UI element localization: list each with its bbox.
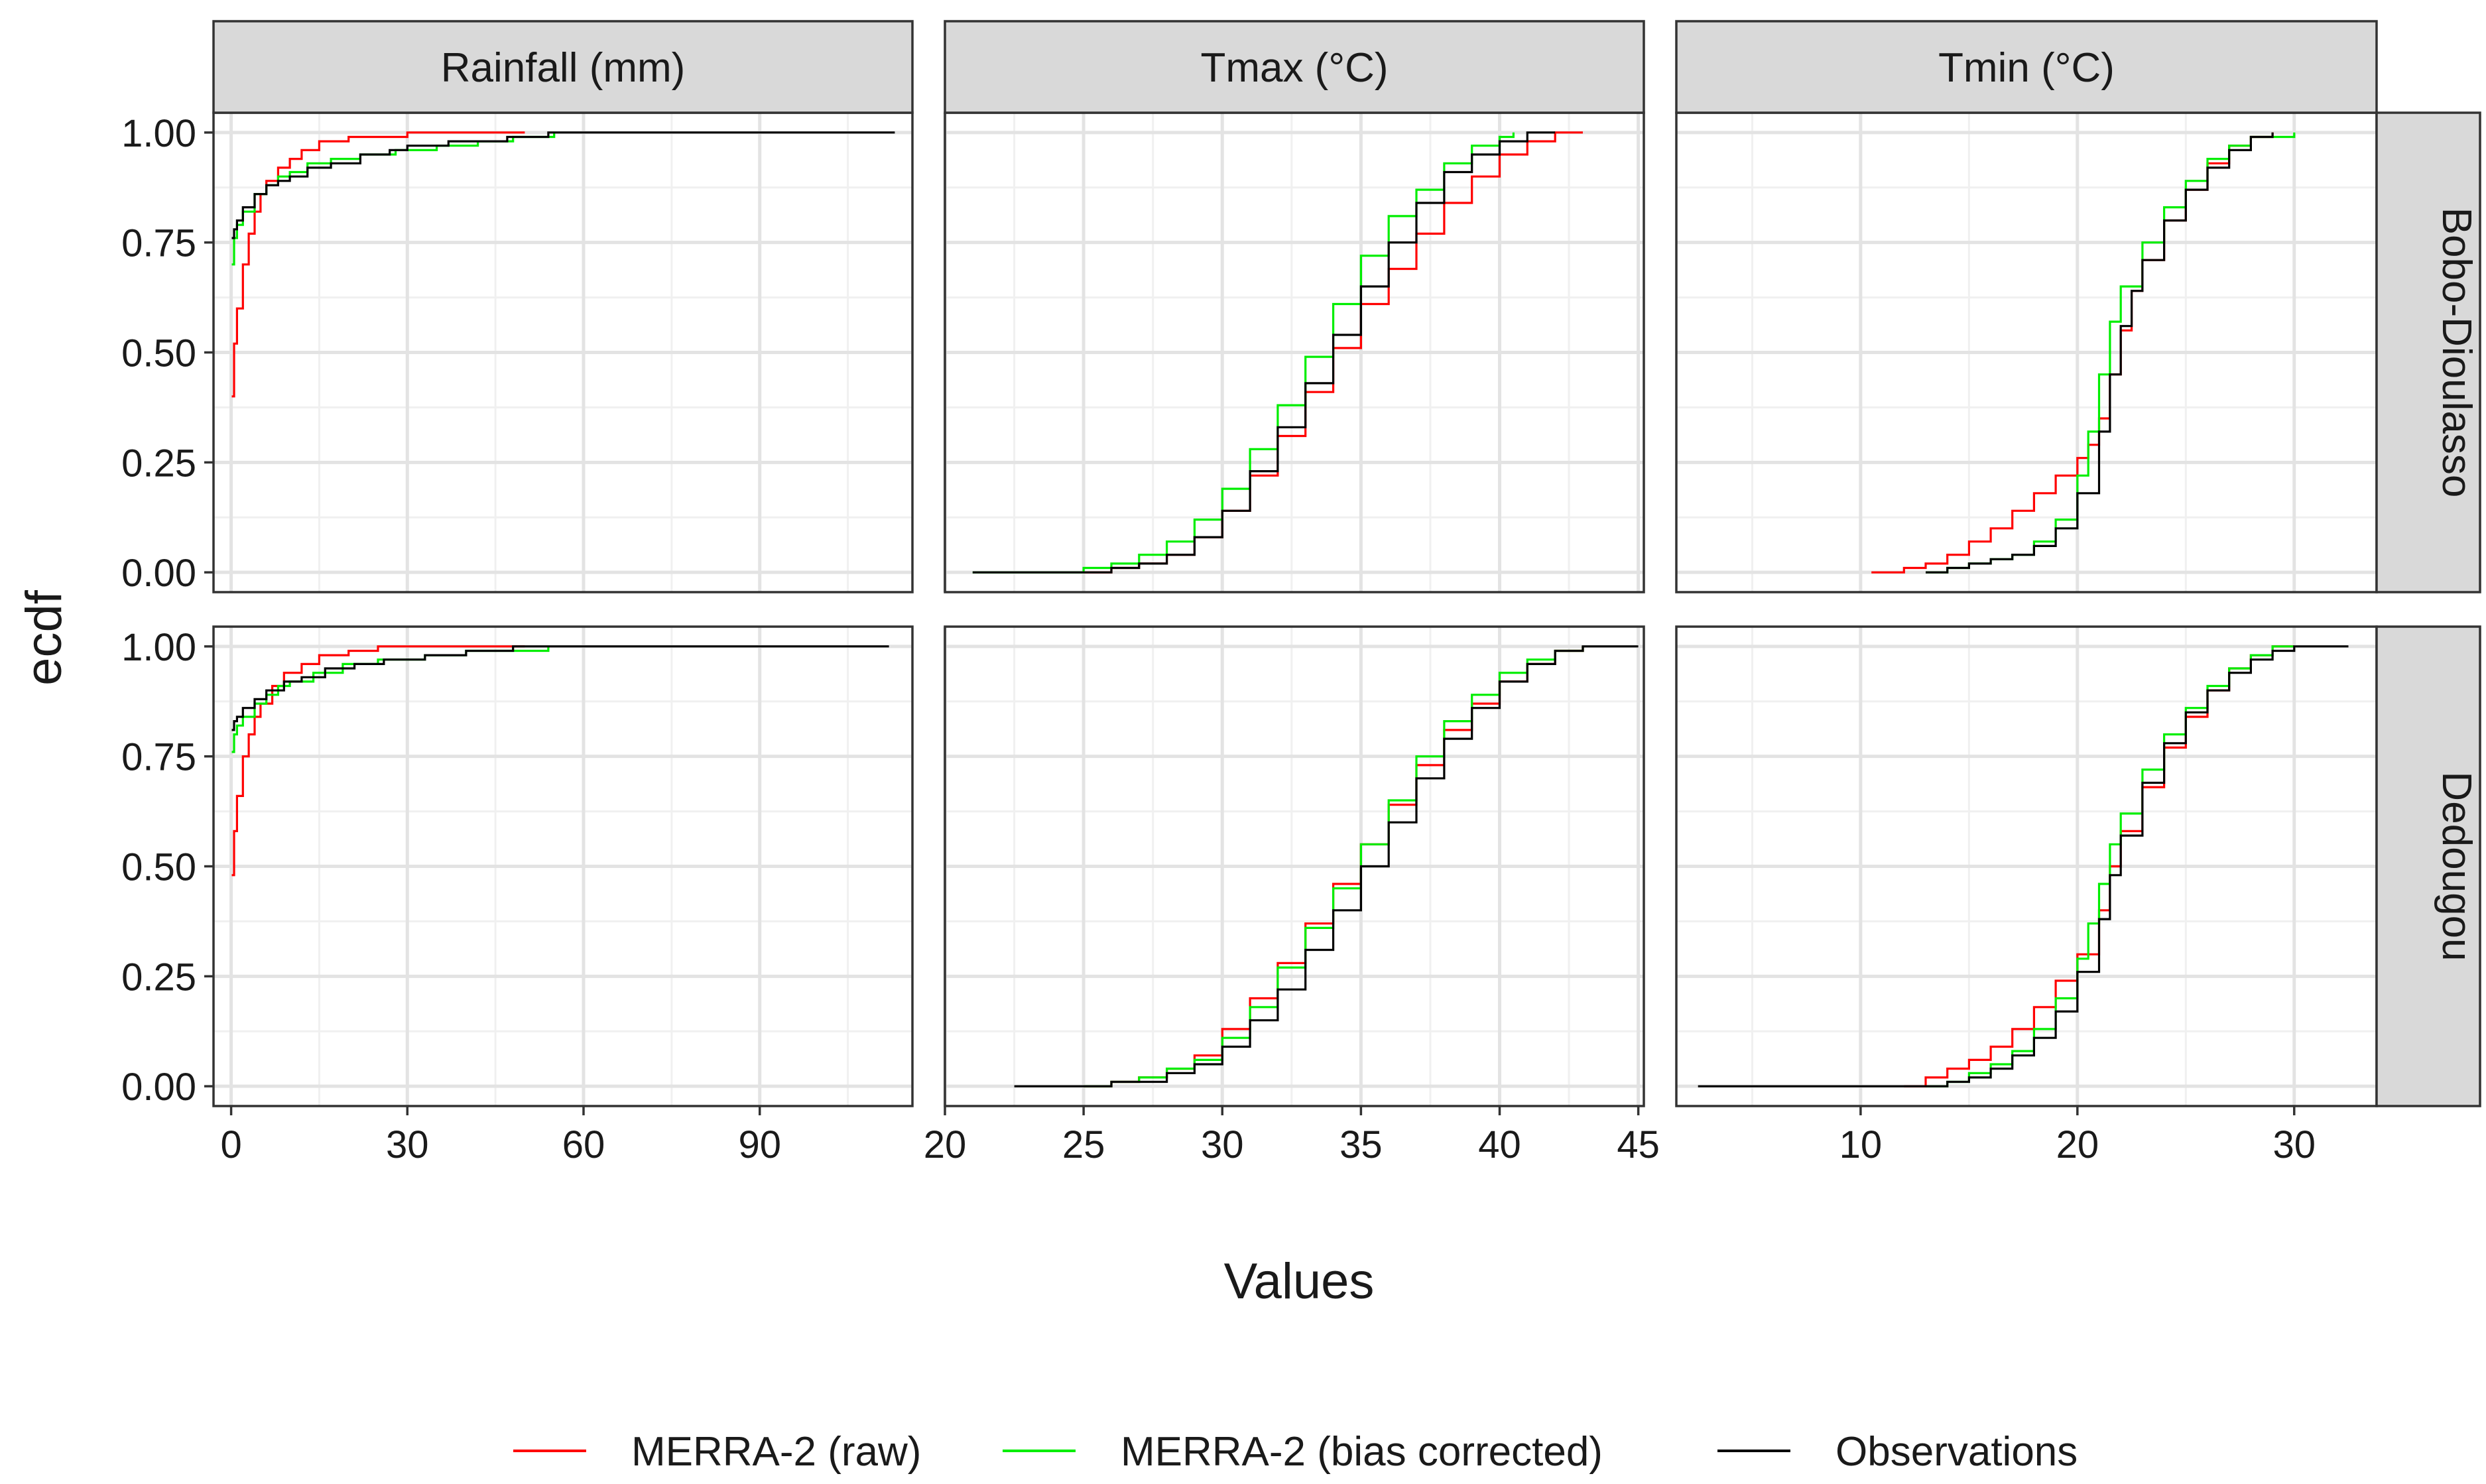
x-tick-label: 40: [1478, 1123, 1521, 1166]
x-tick-label: 10: [1839, 1123, 1883, 1166]
panel-dedougou-tmin-c: [1676, 627, 2377, 1106]
legend-label: MERRA-2 (raw): [631, 1429, 921, 1475]
series-line-merra-2-bias-corrected: [1084, 646, 1584, 1087]
y-tick-label: 1.00: [121, 626, 196, 669]
y-axis-title: ecdf: [16, 589, 72, 686]
series-group-bobo-dioulasso-rainfall-mm: [231, 131, 895, 398]
series-line-merra-2-bias-corrected: [1926, 645, 2294, 1087]
strip-label: Rainfall (mm): [441, 45, 686, 91]
x-tick-label: 0: [220, 1123, 241, 1166]
strip-top-rainfall-mm: Rainfall (mm): [212, 20, 914, 114]
x-tick-label: 25: [1062, 1123, 1105, 1166]
strip-background: [1675, 20, 2378, 114]
legend-label: MERRA-2 (bias corrected): [1121, 1429, 1603, 1475]
series-line-observations: [1014, 645, 1639, 1087]
strip-background: [212, 20, 914, 114]
series-group-bobo-dioulasso-tmax-c: [972, 131, 1583, 574]
y-tick-label: 0.75: [121, 222, 196, 265]
y-tick-label: 0.50: [121, 846, 196, 889]
legend-item-merra-2-bias-corrected: MERRA-2 (bias corrected): [1003, 1429, 1603, 1475]
series-group-dedougou-tmin-c: [1698, 645, 2349, 1087]
series-line-observations: [1926, 132, 2274, 574]
x-tick-label: 90: [738, 1123, 781, 1166]
legend-item-merra-2-raw: MERRA-2 (raw): [513, 1429, 921, 1475]
strip-label: Bobo-Dioulasso: [2434, 208, 2479, 498]
facet-panels: [212, 111, 2378, 1107]
y-tick-label: 1.00: [121, 112, 196, 155]
series-line-observations: [231, 645, 889, 731]
panel-dedougou-rainfall-mm: [214, 627, 912, 1106]
series-line-observations: [231, 131, 895, 239]
legend-label: Observations: [1835, 1429, 2078, 1475]
strip-right-bobo-dioulasso: Bobo-Dioulasso: [2375, 111, 2481, 593]
strip-label: Tmax (°C): [1200, 45, 1388, 91]
strip-top-tmin-c: Tmin (°C): [1675, 20, 2378, 114]
y-tick-label: 0.00: [121, 552, 196, 595]
strip-label: Dedougou: [2434, 771, 2479, 961]
x-tick-label: 35: [1339, 1123, 1383, 1166]
panel-bobo-dioulasso-tmax-c: [943, 113, 1644, 592]
axes: 0.00 0.25 0.50 0.75 1.00 0.00 0.25 0.50 0.75 1.00…: [121, 112, 2316, 1166]
x-tick-label: 20: [924, 1123, 967, 1166]
legend: MERRA-2 (raw) MERRA-2 (bias corrected) Obs…: [513, 1429, 2078, 1475]
strip-label: Tmin (°C): [1938, 45, 2115, 91]
y-tick-label: 0.50: [121, 332, 196, 375]
panel-dedougou-tmax-c: [943, 627, 1644, 1106]
series-line-merra-2-bias-corrected: [972, 132, 1515, 574]
strip-top-tmax-c: Tmax (°C): [944, 20, 1645, 114]
series-line-observations: [1698, 645, 2349, 1087]
x-tick-label: 30: [2273, 1123, 2316, 1166]
series-line-observations: [972, 131, 1556, 574]
x-tick-label: 45: [1617, 1123, 1660, 1166]
strip-background: [944, 20, 1645, 114]
facet-strips: Rainfall (mm) Tmax (°C) Tmin (°C) Bobo-Diou…: [212, 20, 2481, 1107]
strip-background: [2375, 111, 2481, 593]
panel-border: [944, 625, 1645, 1107]
x-tick-label: 30: [386, 1123, 429, 1166]
y-tick-label: 0.00: [121, 1066, 196, 1109]
legend-item-observations: Observations: [1717, 1429, 2078, 1475]
x-tick-label: 60: [562, 1123, 605, 1166]
x-tick-label: 20: [2056, 1123, 2099, 1166]
strip-right-dedougou: Dedougou: [2375, 625, 2481, 1107]
panel-bobo-dioulasso-rainfall-mm: [214, 113, 912, 592]
x-tick-label: 30: [1201, 1123, 1244, 1166]
strip-background: [2375, 625, 2481, 1107]
y-tick-label: 0.75: [121, 736, 196, 779]
series-group-dedougou-rainfall-mm: [231, 645, 889, 877]
panel-bobo-dioulasso-tmin-c: [1676, 113, 2377, 592]
y-tick-label: 0.25: [121, 956, 196, 999]
x-axis-title: Values: [1224, 1253, 1375, 1310]
y-tick-label: 0.25: [121, 442, 196, 485]
series-group-dedougou-tmax-c: [1014, 645, 1639, 1087]
series-group-bobo-dioulasso-tmin-c: [1871, 132, 2296, 574]
